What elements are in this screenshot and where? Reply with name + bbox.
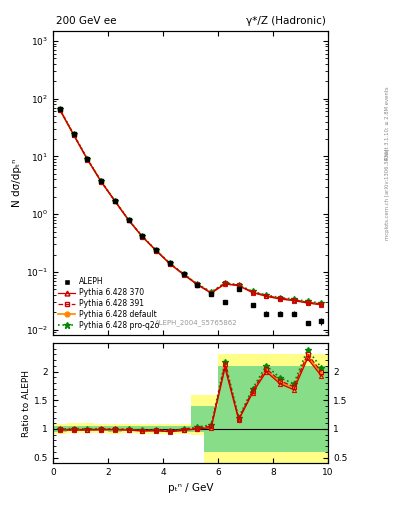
Text: ALEPH_2004_S5765862: ALEPH_2004_S5765862 — [155, 319, 237, 326]
Text: mcplots.cern.ch [arXiv:1306.3436]: mcplots.cern.ch [arXiv:1306.3436] — [385, 149, 389, 240]
Y-axis label: Ratio to ALEPH: Ratio to ALEPH — [22, 370, 31, 437]
X-axis label: pₜⁿ / GeV: pₜⁿ / GeV — [168, 483, 213, 493]
Text: γ*/Z (Hadronic): γ*/Z (Hadronic) — [246, 16, 325, 26]
Legend: ALEPH, Pythia 6.428 370, Pythia 6.428 391, Pythia 6.428 default, Pythia 6.428 pr: ALEPH, Pythia 6.428 370, Pythia 6.428 39… — [57, 276, 161, 332]
Y-axis label: N dσ/dpₜⁿ: N dσ/dpₜⁿ — [12, 159, 22, 207]
Text: 200 GeV ee: 200 GeV ee — [56, 16, 116, 26]
Text: Rivet 3.1.10; ≥ 2.8M events: Rivet 3.1.10; ≥ 2.8M events — [385, 86, 389, 160]
